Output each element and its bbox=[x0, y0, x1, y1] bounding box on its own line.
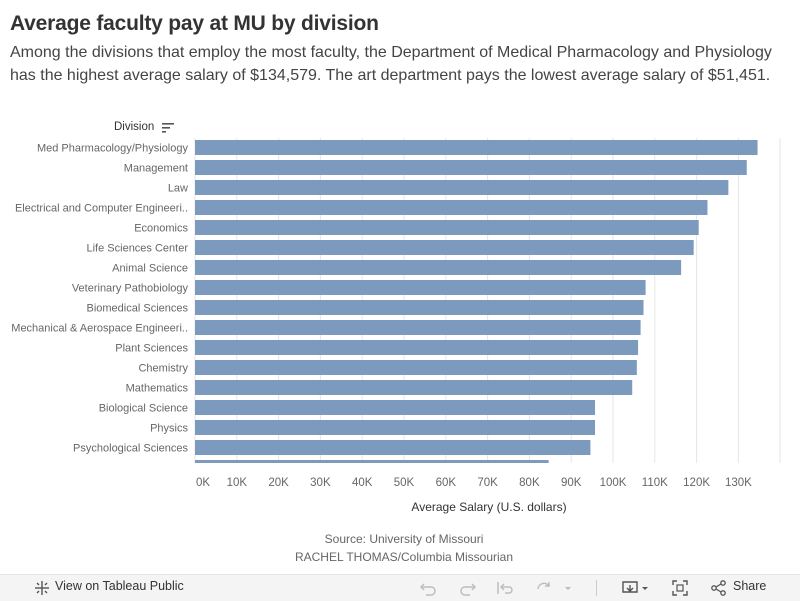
bar[interactable] bbox=[195, 200, 708, 215]
bar[interactable] bbox=[195, 460, 549, 475]
x-tick-label: 60K bbox=[436, 477, 457, 489]
division-field-label: Division bbox=[114, 121, 155, 133]
category-label: Plant Sciences bbox=[115, 343, 188, 355]
category-label: Life Sciences Center bbox=[87, 243, 189, 255]
bar[interactable] bbox=[195, 240, 694, 255]
toolbar-divider bbox=[596, 580, 597, 596]
redo-icon[interactable] bbox=[458, 580, 476, 596]
share-button[interactable]: Share bbox=[733, 579, 767, 593]
credit-line: RACHEL THOMAS/Columbia Missourian bbox=[294, 550, 514, 564]
bar[interactable] bbox=[195, 440, 591, 455]
category-label: Electrical and Computer Engineeri.. bbox=[15, 203, 188, 215]
bar[interactable] bbox=[195, 300, 644, 315]
bar[interactable] bbox=[195, 160, 747, 175]
category-label: Animal Science bbox=[112, 263, 188, 275]
category-label: Physics bbox=[150, 423, 188, 435]
revert-icon[interactable] bbox=[496, 580, 514, 596]
x-tick-label: 100K bbox=[600, 477, 627, 489]
category-label: Chemistry bbox=[138, 363, 188, 375]
tableau-logo-icon bbox=[35, 581, 49, 595]
category-label: Mathematics bbox=[126, 383, 189, 395]
category-label: Veterinary Pathobiology bbox=[72, 283, 189, 295]
x-tick-label: 80K bbox=[519, 477, 540, 489]
x-tick-label: 20K bbox=[268, 477, 289, 489]
chart-title: Average faculty pay at MU by division bbox=[10, 12, 379, 35]
bar[interactable] bbox=[195, 180, 729, 195]
bar-chart: Med Pharmacology/Physiology Management Law… bbox=[11, 138, 781, 514]
chevron-down-icon[interactable] bbox=[563, 580, 573, 596]
fullscreen-icon[interactable] bbox=[671, 580, 689, 596]
bar[interactable] bbox=[195, 420, 596, 435]
undo-icon[interactable] bbox=[420, 580, 438, 596]
bar[interactable] bbox=[195, 400, 596, 415]
category-label: Med Pharmacology/Physiology bbox=[37, 143, 189, 155]
bar[interactable] bbox=[195, 140, 758, 155]
x-tick-label: 50K bbox=[394, 477, 415, 489]
x-tick-label: 40K bbox=[352, 477, 373, 489]
category-label: Management bbox=[124, 163, 188, 175]
x-tick-label: 110K bbox=[642, 477, 668, 489]
bars-group: Med Pharmacology/Physiology Management Law… bbox=[11, 140, 758, 475]
category-label: Law bbox=[168, 183, 188, 195]
x-tick-label: 0K bbox=[196, 477, 210, 489]
x-tick-label: 70K bbox=[477, 477, 498, 489]
tableau-toolbar: View on Tableau Public Share bbox=[0, 574, 800, 601]
x-tick-label: 90K bbox=[561, 477, 582, 489]
x-tick-label: 10K bbox=[227, 477, 248, 489]
x-axis-title: Average Salary (U.S. dollars) bbox=[411, 500, 566, 514]
bar[interactable] bbox=[195, 340, 639, 355]
sort-descending-icon[interactable] bbox=[162, 123, 174, 133]
bar[interactable] bbox=[195, 280, 646, 295]
x-tick-label: 30K bbox=[310, 477, 331, 489]
download-icon[interactable] bbox=[621, 580, 639, 596]
share-icon[interactable] bbox=[710, 580, 728, 596]
category-label: Mechanical & Aerospace Engineeri.. bbox=[11, 323, 188, 335]
source-line: Source: University of Missouri bbox=[324, 532, 484, 546]
bar[interactable] bbox=[195, 320, 641, 335]
category-label: Biological Science bbox=[99, 403, 188, 415]
bar[interactable] bbox=[195, 360, 637, 375]
x-tick-label: 130K bbox=[725, 477, 752, 489]
bar[interactable] bbox=[195, 220, 699, 235]
category-label: Biomedical Sciences bbox=[87, 303, 189, 315]
category-label: Economics bbox=[134, 223, 188, 235]
category-label: Psychological Sciences bbox=[73, 443, 188, 455]
bar[interactable] bbox=[195, 260, 682, 275]
x-tick-label: 120K bbox=[683, 477, 710, 489]
view-on-tableau-link[interactable]: View on Tableau Public bbox=[55, 579, 184, 593]
chart-subtitle: Among the divisions that employ the most… bbox=[10, 44, 772, 84]
bar[interactable] bbox=[195, 380, 633, 395]
download-chevron-icon[interactable] bbox=[640, 580, 650, 596]
refresh-icon[interactable] bbox=[535, 580, 553, 596]
